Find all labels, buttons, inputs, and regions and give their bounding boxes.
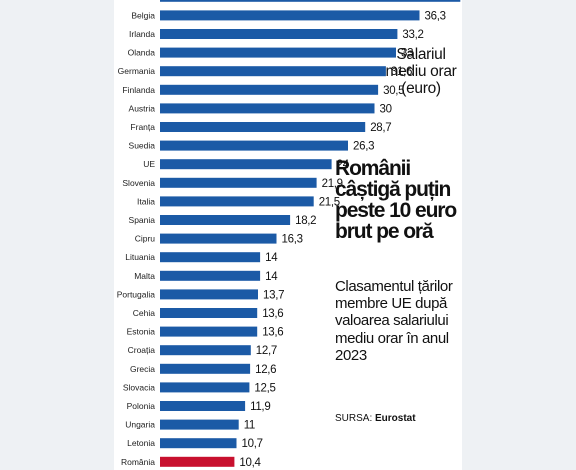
category-label-malta: Malta xyxy=(134,271,155,281)
right-page-margin xyxy=(462,0,576,470)
value-label-spania: 18,2 xyxy=(295,215,316,227)
category-label-suedia: Suedia xyxy=(129,141,156,151)
value-label-franta: 28,7 xyxy=(370,122,391,134)
bar-ungaria xyxy=(160,419,239,430)
bar-letonia xyxy=(160,438,237,449)
bar-croatia xyxy=(160,345,251,356)
category-label-irlanda: Irlanda xyxy=(129,29,155,39)
value-label-grecia: 12,6 xyxy=(255,364,276,376)
category-label-olanda: Olanda xyxy=(128,48,156,58)
bar-olanda xyxy=(160,47,396,58)
category-label-austria: Austria xyxy=(129,103,156,113)
bar-polonia xyxy=(160,401,246,411)
value-label-lituania: 14 xyxy=(265,252,278,264)
value-label-cehia: 13,6 xyxy=(262,308,283,320)
category-label-spania: Spania xyxy=(129,215,156,225)
source-name: Eurostat xyxy=(375,413,416,424)
headline: Românii câștigă puțin peste 10 euro brut… xyxy=(335,157,457,243)
chart-description: Clasamentul țărilor membre UE după valoa… xyxy=(335,278,453,364)
category-label-italia: Italia xyxy=(137,196,155,206)
bar-franta xyxy=(160,122,366,132)
category-label-ue: UE xyxy=(143,159,155,169)
category-label-germania: Germania xyxy=(118,66,156,76)
bar-portugalia xyxy=(160,289,258,300)
value-label-letonia: 10,7 xyxy=(242,438,263,450)
bar-chart: 42Belgia36,3Irlanda33,2Olanda33Germania3… xyxy=(117,0,461,469)
category-label-slovenia: Slovenia xyxy=(122,178,155,188)
bar-spania xyxy=(160,215,291,225)
bar-grecia xyxy=(160,363,251,374)
category-label-ungaria: Ungaria xyxy=(125,420,155,430)
category-label-estonia: Estonia xyxy=(127,327,156,337)
bar-ue xyxy=(160,159,332,170)
value-label-croatia: 12,7 xyxy=(256,345,277,357)
bar-suedia xyxy=(160,140,348,151)
category-label-franta: Franța xyxy=(130,122,155,132)
category-label-romania: România xyxy=(121,457,155,467)
category-label-cipru: Cipru xyxy=(135,234,156,244)
value-label-portugalia: 13,7 xyxy=(263,289,284,301)
bar-slovacia xyxy=(160,382,250,393)
bar-irlanda xyxy=(160,29,398,39)
chart-unit-title: Salariul mediu orar (euro) xyxy=(385,46,457,97)
value-label-polonia: 11,9 xyxy=(250,401,270,413)
value-label-austria: 30 xyxy=(380,103,392,115)
value-label-finlanda: 30,5 xyxy=(383,85,404,97)
category-label-lituania: Lituania xyxy=(125,252,155,262)
left-page-margin xyxy=(0,0,114,470)
value-label-suedia: 26,3 xyxy=(353,141,374,153)
value-label-olanda: 33 xyxy=(401,48,413,60)
value-label-irlanda: 33,2 xyxy=(402,29,423,41)
category-label-finlanda: Finlanda xyxy=(122,85,155,95)
value-label-slovenia: 21,9 xyxy=(322,178,343,190)
source-note: SURSA: Eurostat xyxy=(335,413,457,424)
value-label-cipru: 16,3 xyxy=(282,234,303,246)
category-label-portugalia: Portugalia xyxy=(117,289,156,299)
bar-slovenia xyxy=(160,177,317,188)
value-label-ue: 24 xyxy=(337,159,350,171)
category-label-slovacia: Slovacia xyxy=(123,382,155,392)
bar-italia xyxy=(160,196,314,207)
category-label-polonia: Polonia xyxy=(127,401,156,411)
value-label-germania: 31,6 xyxy=(391,66,412,78)
value-label-malta: 14 xyxy=(265,271,278,283)
category-label-letonia: Letonia xyxy=(127,438,155,448)
category-label-cehia: Cehia xyxy=(133,308,155,318)
source-label: SURSA: xyxy=(335,413,373,424)
value-label-belgia: 36,3 xyxy=(425,10,446,22)
value-label-italia: 21,5 xyxy=(319,196,340,208)
bar-germania xyxy=(160,66,386,77)
infographic-panel: 42Belgia36,3Irlanda33,2Olanda33Germania3… xyxy=(114,0,462,470)
bar-top xyxy=(160,0,461,2)
category-label-grecia: Grecia xyxy=(130,364,155,374)
bar-cehia xyxy=(160,308,258,318)
category-label-belgia: Belgia xyxy=(131,10,155,20)
value-label-slovacia: 12,5 xyxy=(254,382,275,394)
bar-cipru xyxy=(160,233,277,244)
bar-malta xyxy=(160,270,261,281)
bar-austria xyxy=(160,103,375,114)
bar-lituania xyxy=(160,252,261,263)
value-label-romania: 10,4 xyxy=(239,457,261,469)
value-label-estonia: 13,6 xyxy=(262,327,283,339)
bar-finlanda xyxy=(160,84,379,95)
bar-belgia xyxy=(160,10,420,21)
category-label-croatia: Croația xyxy=(128,345,156,355)
bar-estonia xyxy=(160,326,258,337)
bar-romania xyxy=(160,456,235,467)
value-label-ungaria: 11 xyxy=(244,420,255,432)
